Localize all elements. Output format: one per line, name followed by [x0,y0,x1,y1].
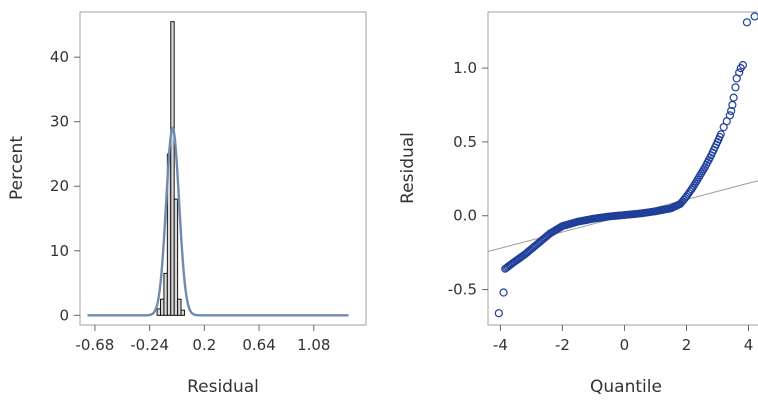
histogram-y-tick-label: 20 [50,177,69,195]
qq-point [727,106,736,116]
histogram-y-tick-label: 30 [50,113,69,131]
histogram-frame [79,11,367,326]
qq-point [750,12,758,21]
qq-point [732,74,741,83]
histogram-x-tick-label: -0.68 [76,336,115,354]
qq-point [728,100,737,110]
histogram-x-tick-label: -0.24 [130,336,169,354]
qq-points [494,12,758,318]
histogram-bar [177,298,182,316]
histogram-x-axis-title: Residual [187,377,259,397]
qq-point [738,61,748,70]
histogram-x-tick-label: 0.2 [192,336,216,354]
histogram-x-tick-label: 0.64 [242,336,275,354]
normal-density-curve [87,126,349,317]
histogram-bar [163,272,168,316]
qq-y-tick-label: 1.0 [453,59,477,77]
histogram-bar [156,308,162,316]
histogram-y-ticks: 0 10 20 30 40 [50,48,80,324]
histogram-y-tick-label: 10 [50,242,69,260]
histogram-bar [170,21,175,316]
histogram-x-tick-label: 1.08 [297,336,330,354]
histogram-x-ticks: -0.68 -0.24 0.2 0.64 1.08 [76,325,330,354]
qq-x-tick-label: -4 [493,336,508,354]
qq-x-tick-label: 2 [682,336,692,354]
qq-point [731,83,740,92]
histogram-y-tick-label: 0 [59,306,69,324]
qq-y-axis-title: Residual [398,132,418,204]
histogram-panel: -0.68 -0.24 0.2 0.64 1.08 0 10 20 30 40 Residual… [7,11,367,397]
histogram-bar [160,298,165,316]
qq-point [742,18,752,27]
qq-point [494,309,503,318]
histogram-bar [173,198,179,316]
qq-x-tick-label: -2 [555,336,570,354]
qq-plot-panel: -4 -2 0 2 4 -0.5 0.0 0.5 1.0 Quantile Residual [398,11,758,397]
histogram-y-axis-title: Percent [7,136,27,200]
qq-plot-frame [487,11,758,326]
qq-x-ticks: -4 -2 0 2 4 [493,325,753,354]
qq-point [499,288,508,297]
qq-point [687,185,696,194]
qq-point [717,130,725,139]
qq-point [719,123,728,132]
histogram-y-tick-label: 40 [50,48,69,66]
qq-x-axis-title: Quantile [590,377,662,397]
qq-y-tick-label: 0.0 [453,207,477,225]
qq-y-ticks: -0.5 0.0 0.5 1.0 [448,59,488,299]
qq-y-tick-label: 0.5 [453,133,477,151]
qq-y-tick-label: -0.5 [448,281,477,299]
qq-x-tick-label: 4 [744,336,754,354]
histogram-bar [180,309,185,316]
qq-x-tick-label: 0 [620,336,630,354]
